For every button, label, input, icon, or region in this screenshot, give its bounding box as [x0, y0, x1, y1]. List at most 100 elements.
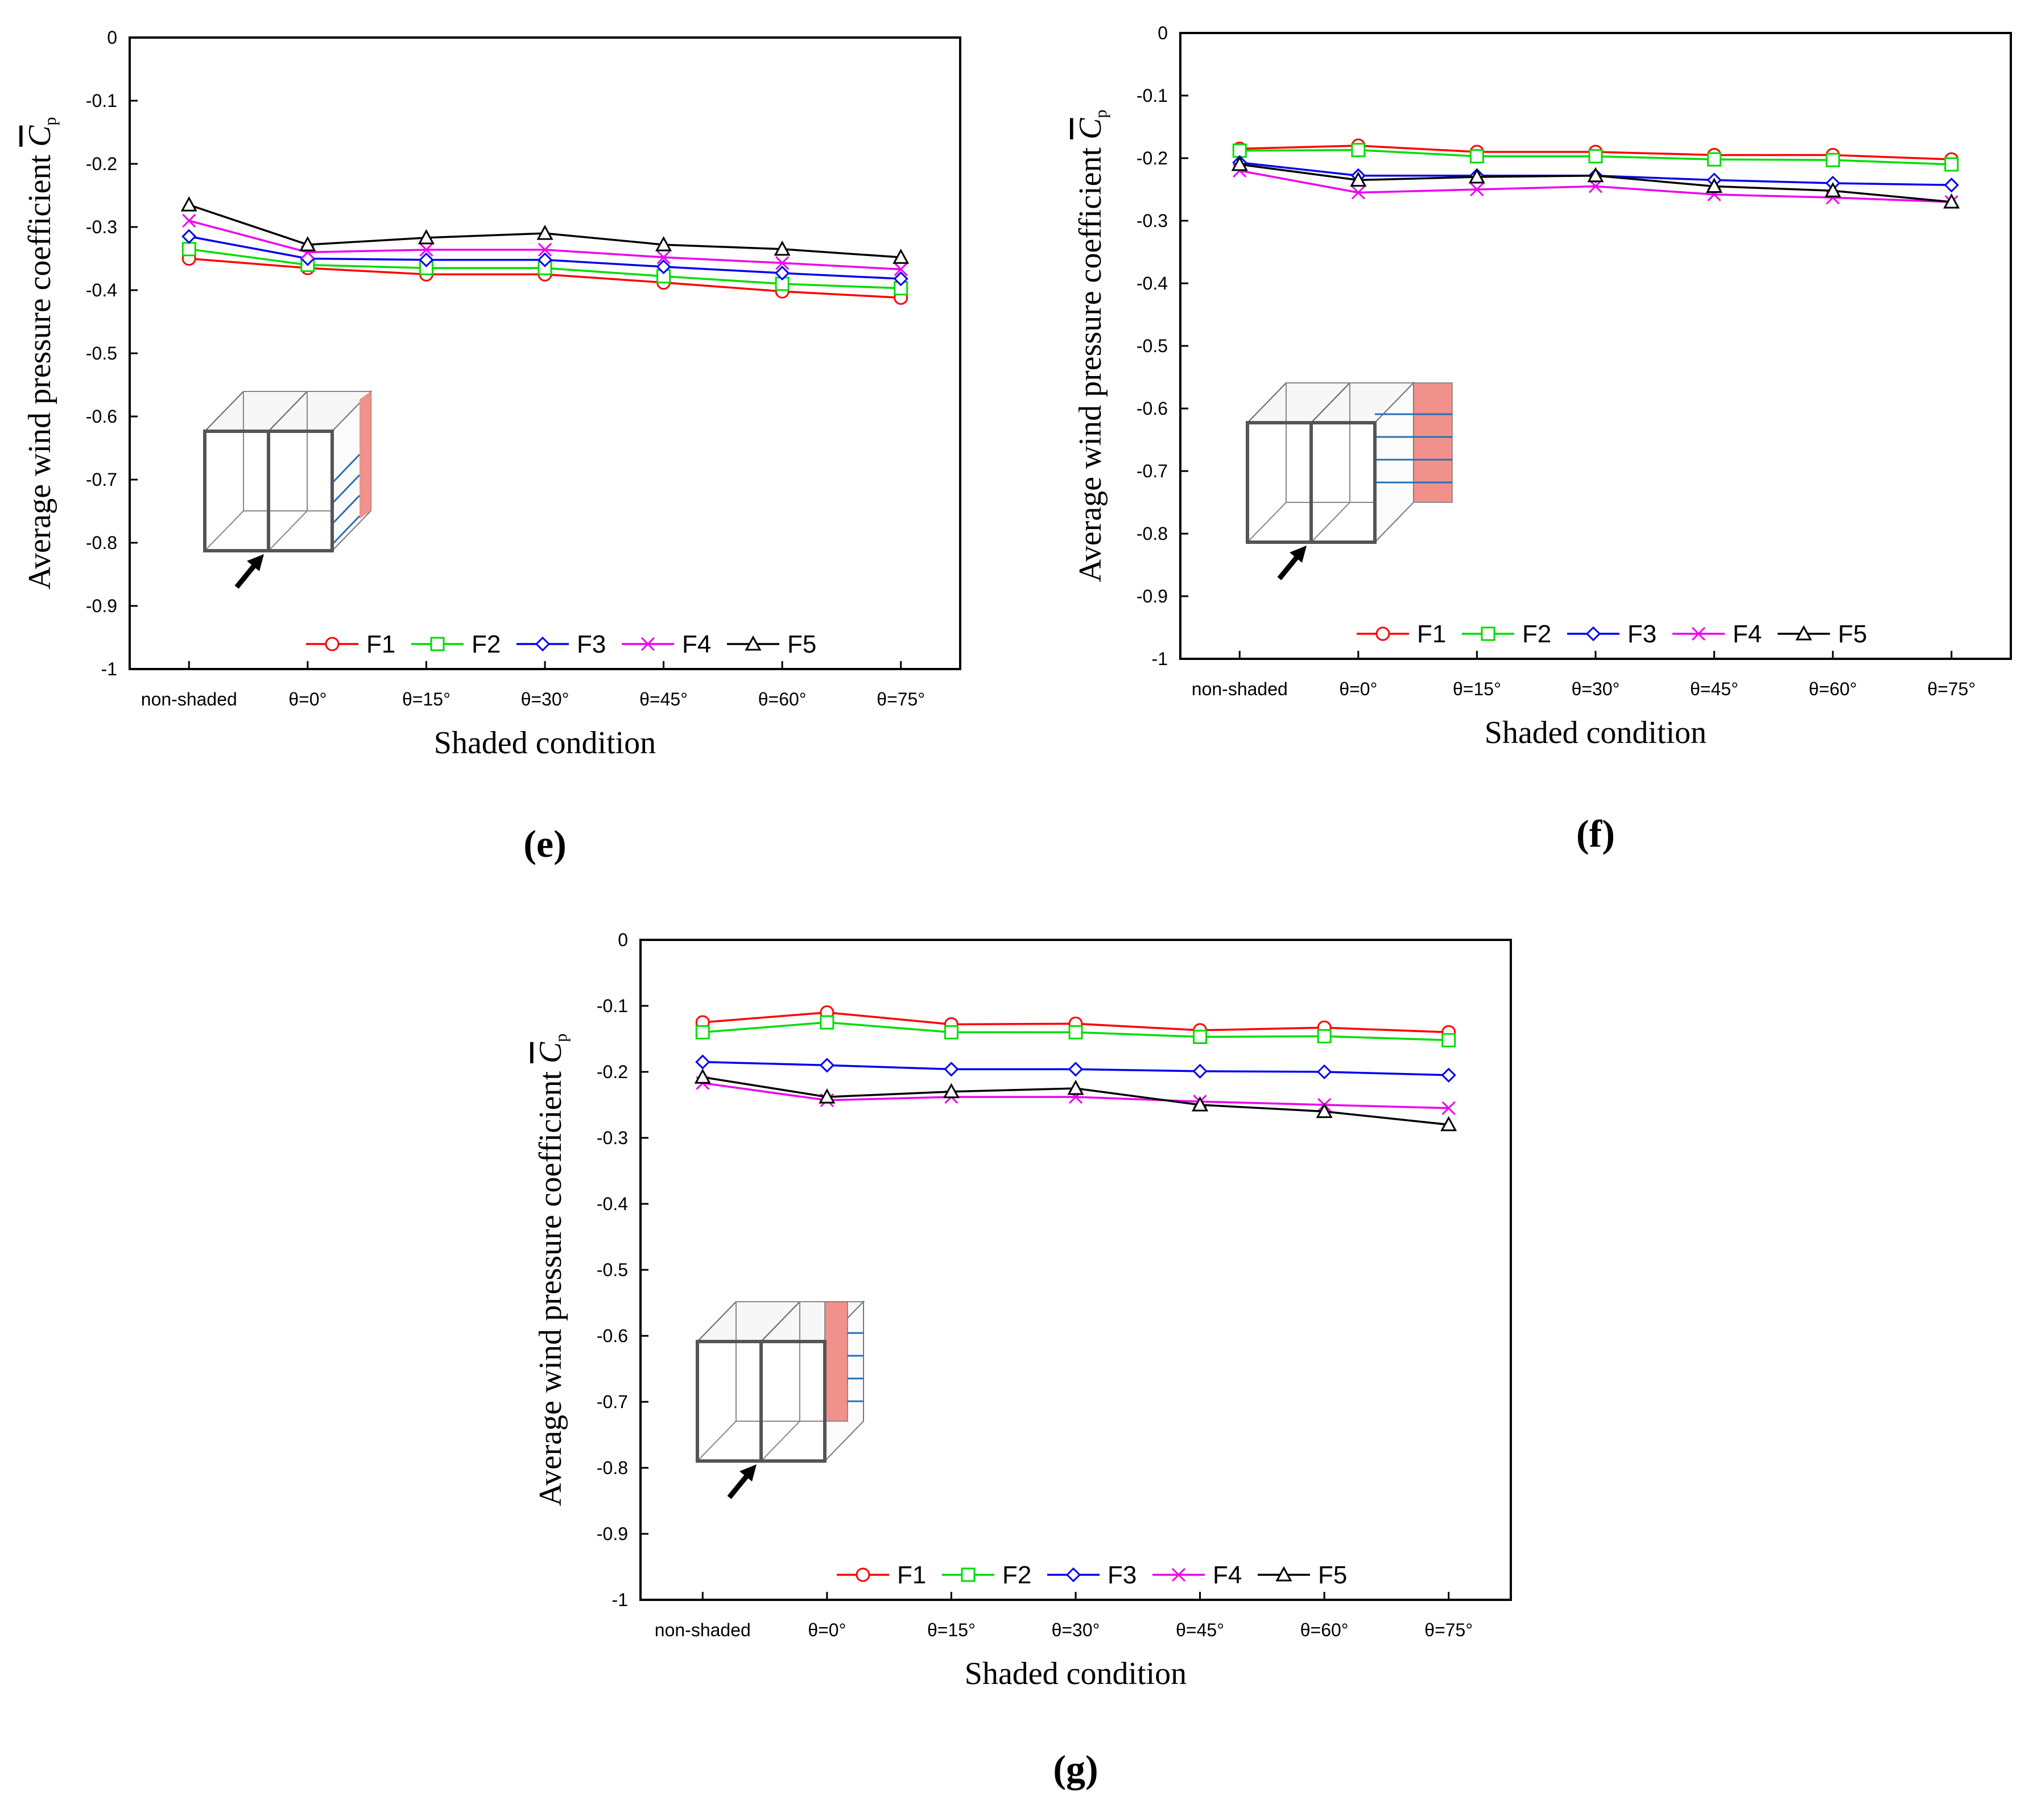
x-tick-label: θ=45° [1176, 1620, 1224, 1640]
y-axis-title-symbol: C [22, 125, 57, 147]
data-point-F5 [1231, 155, 1248, 171]
data-point-F2 [1193, 1030, 1208, 1045]
legend-label: F3 [577, 630, 606, 658]
legend-marker [1375, 626, 1390, 641]
y-tick-label: -0.2 [1137, 148, 1168, 168]
wind-arrow-head [1290, 546, 1307, 563]
chart-f: 0 -0.1 -0.2 -0.3 -0.4 -0.5 -0.6 -0.7 -0.8 -0.9 -1 n… [1073, 23, 2012, 855]
y-tick-label: -0.4 [597, 1194, 628, 1214]
x-tick-label: θ=45° [639, 689, 688, 709]
data-point-F2 [1944, 157, 1959, 172]
y-tick-label: -0.6 [86, 406, 117, 427]
legend-label: F4 [1733, 620, 1762, 648]
y-axis-title-text: Average wind pressure coefficient [22, 155, 57, 590]
y-tick-label: -0.7 [1137, 461, 1168, 481]
data-point-F3 [775, 265, 790, 281]
inset-box-edge [1311, 502, 1350, 543]
legend-marker [1171, 1567, 1186, 1582]
data-point-F5 [1067, 1079, 1084, 1095]
data-point-F5 [655, 236, 672, 251]
data-point-F4 [419, 242, 433, 257]
legend-label: F5 [1838, 620, 1867, 648]
y-tick-label: -0.1 [597, 996, 628, 1016]
y-axis-title-symbol: C [1073, 118, 1108, 139]
x-tick-label: θ=60° [1809, 679, 1857, 699]
inset-box-front [267, 430, 334, 552]
data-point-F3 [1068, 1062, 1084, 1077]
legend-label: F1 [1417, 620, 1446, 648]
inset-shade-panel [824, 1301, 848, 1422]
chart-g: 0 -0.1 -0.2 -0.3 -0.4 -0.5 -0.6 -0.7 -0.8 -0.9 -1 n… [533, 930, 1512, 1790]
legend-marker [1275, 1566, 1292, 1582]
data-point-F2 [1068, 1025, 1083, 1039]
data-point-F2 [1707, 152, 1722, 167]
y-tick-label: 0 [618, 930, 628, 950]
data-point-F3 [181, 229, 197, 244]
data-point-F3 [1317, 1064, 1332, 1080]
data-point-F5 [1316, 1103, 1333, 1119]
legend-marker [1691, 626, 1706, 641]
inset-box-edge [761, 1421, 800, 1462]
data-point-F5 [819, 1088, 836, 1104]
legend-label: F4 [1213, 1561, 1242, 1589]
y-axis-title-text: Average wind pressure coefficient [533, 1071, 568, 1507]
data-point-F5 [1587, 167, 1604, 183]
y-tick-label: -0.8 [1137, 523, 1168, 544]
data-point-F2 [1232, 143, 1247, 158]
y-tick-label: -0.9 [86, 596, 117, 616]
inset-louver [331, 494, 361, 525]
data-point-F5 [1192, 1096, 1209, 1112]
y-tick-label: -0.8 [86, 533, 117, 553]
y-tick-label: -0.1 [1137, 85, 1168, 106]
x-tick-label: non-shaded [1192, 679, 1288, 699]
data-point-F2 [695, 1025, 710, 1039]
data-point-F4 [538, 242, 552, 257]
y-axis-title-symbol: C [533, 1042, 568, 1063]
y-tick-label: -0.5 [597, 1260, 628, 1280]
y-tick-label: -0.9 [597, 1524, 628, 1544]
data-point-F5 [943, 1083, 960, 1099]
y-tick-label: -0.3 [1137, 211, 1168, 231]
data-point-F5 [418, 229, 435, 245]
legend-marker [430, 637, 445, 651]
inset-box-front [759, 1340, 827, 1463]
inset-louver [331, 474, 361, 505]
panel-label: (e) [523, 822, 566, 865]
data-point-F3 [893, 271, 908, 287]
data-point-F2 [1469, 149, 1484, 164]
chart-e: 0 -0.1 -0.2 -0.3 -0.4 -0.5 -0.6 -0.7 -0.8 -0.9 -1 n… [22, 27, 961, 865]
inset-shade-panel [1413, 382, 1453, 503]
data-point-F2 [1588, 149, 1603, 164]
data-point-F5 [299, 236, 316, 251]
wind-arrow-head [739, 1464, 757, 1481]
data-point-F4 [1351, 185, 1365, 200]
x-tick-label: non-shaded [141, 689, 237, 709]
panel-label: (g) [1053, 1747, 1098, 1790]
y-tick-label: 0 [107, 27, 117, 48]
data-point-F5 [1824, 182, 1841, 197]
data-point-F4 [1441, 1101, 1456, 1115]
data-point-F5 [774, 240, 791, 256]
data-point-F5 [180, 196, 197, 212]
x-tick-label: θ=0° [288, 689, 327, 709]
y-axis-title-text: Average wind pressure coefficient [1073, 147, 1108, 583]
x-tick-label: θ=0° [1339, 679, 1377, 699]
inset-shade-panel [360, 391, 371, 519]
y-tick-label: -0.4 [1137, 273, 1168, 294]
data-point-F3 [695, 1054, 710, 1070]
data-point-F5 [1468, 168, 1485, 184]
inset-box-front [203, 430, 270, 552]
y-axis-title: Average wind pressure coefficient Cp [533, 1034, 571, 1507]
data-point-F2 [1317, 1029, 1332, 1043]
data-point-F3 [656, 259, 671, 275]
data-point-F4 [1470, 182, 1484, 197]
legend-marker [1481, 626, 1495, 641]
inset-box-edge [697, 1421, 737, 1462]
data-point-F3 [537, 252, 553, 267]
y-tick-label: -0.1 [86, 90, 117, 111]
y-tick-label: -0.6 [1137, 398, 1168, 419]
legend-marker [641, 637, 655, 651]
data-point-F4 [775, 256, 790, 270]
y-tick-label: -1 [101, 659, 117, 679]
legend-marker [535, 636, 551, 652]
